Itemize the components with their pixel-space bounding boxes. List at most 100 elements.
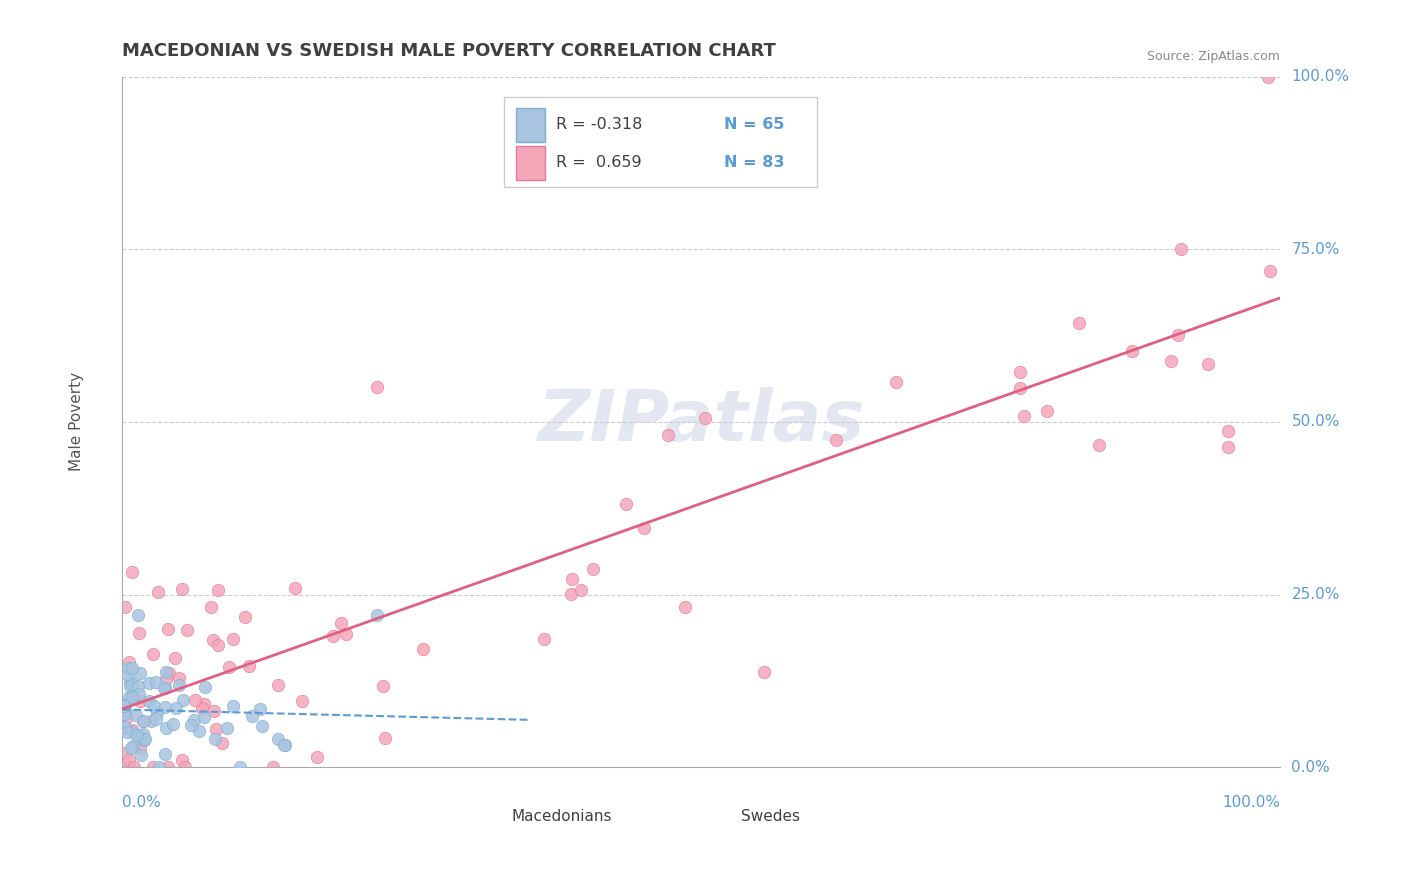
Point: [155, 721, 177, 735]
Point: [127, 679, 149, 693]
Point: [120, 741, 142, 756]
Text: Source: ZipAtlas.com: Source: ZipAtlas.com: [1147, 50, 1279, 62]
Point: [886, 376, 908, 390]
FancyBboxPatch shape: [499, 802, 533, 819]
Point: [128, 626, 150, 640]
Point: [754, 665, 776, 680]
Point: [146, 706, 169, 721]
Point: [207, 638, 229, 652]
FancyBboxPatch shape: [505, 97, 817, 187]
Text: MACEDONIAN VS SWEDISH MALE POVERTY CORRELATION CHART: MACEDONIAN VS SWEDISH MALE POVERTY CORRE…: [122, 42, 776, 60]
Point: [129, 740, 152, 755]
Point: [194, 681, 217, 695]
Point: [155, 665, 177, 679]
Text: N = 65: N = 65: [724, 118, 785, 132]
Point: [121, 691, 143, 706]
Point: [143, 698, 166, 713]
Point: [238, 659, 260, 673]
Point: [229, 760, 252, 774]
Text: Male Poverty: Male Poverty: [69, 372, 83, 472]
Point: [1010, 365, 1032, 379]
Point: [153, 681, 176, 695]
Point: [114, 704, 136, 718]
Point: [156, 760, 179, 774]
Point: [112, 722, 135, 736]
Point: [142, 648, 165, 662]
Point: [121, 739, 143, 753]
Point: [132, 727, 155, 741]
Point: [118, 656, 141, 670]
Text: 25.0%: 25.0%: [1292, 587, 1340, 602]
Point: [122, 760, 145, 774]
Point: [250, 719, 273, 733]
Point: [165, 700, 187, 714]
Text: R = -0.318: R = -0.318: [557, 118, 643, 132]
Point: [112, 703, 135, 717]
Point: [180, 718, 202, 732]
Point: [148, 760, 170, 774]
Point: [114, 599, 136, 614]
Point: [560, 587, 582, 601]
Point: [1167, 328, 1189, 343]
Point: [153, 681, 176, 695]
Text: 50.0%: 50.0%: [1292, 415, 1340, 429]
Text: N = 83: N = 83: [724, 155, 785, 170]
Point: [187, 723, 209, 738]
Text: 100.0%: 100.0%: [1222, 795, 1279, 810]
Point: [153, 699, 176, 714]
Text: 0.0%: 0.0%: [122, 795, 162, 810]
Point: [163, 651, 186, 665]
Point: [176, 623, 198, 637]
Point: [172, 693, 194, 707]
Point: [128, 666, 150, 681]
Point: [291, 694, 314, 708]
Point: [305, 749, 328, 764]
Point: [155, 672, 177, 686]
Point: [193, 710, 215, 724]
Point: [569, 582, 592, 597]
Point: [115, 710, 138, 724]
Point: [125, 707, 148, 722]
Point: [128, 730, 150, 744]
Point: [121, 723, 143, 737]
Point: [273, 738, 295, 752]
Point: [374, 731, 396, 746]
Point: [267, 677, 290, 691]
Point: [533, 632, 555, 647]
Point: [1067, 316, 1090, 330]
Point: [128, 687, 150, 701]
Point: [329, 615, 352, 630]
Point: [122, 725, 145, 739]
Point: [125, 728, 148, 742]
Text: 75.0%: 75.0%: [1292, 242, 1340, 257]
Point: [657, 428, 679, 442]
Point: [204, 731, 226, 746]
Point: [129, 747, 152, 762]
Point: [335, 627, 357, 641]
Point: [222, 632, 245, 646]
Point: [560, 573, 582, 587]
Point: [202, 632, 225, 647]
Point: [118, 690, 141, 704]
Point: [1170, 242, 1192, 256]
Point: [218, 659, 240, 673]
Point: [138, 676, 160, 690]
Point: [1218, 424, 1240, 438]
Point: [215, 722, 238, 736]
Point: [121, 661, 143, 675]
Point: [633, 521, 655, 535]
Point: [157, 666, 180, 681]
Point: [162, 717, 184, 731]
Point: [284, 581, 307, 595]
Text: Swedes: Swedes: [741, 809, 800, 823]
Point: [183, 713, 205, 727]
Point: [184, 693, 207, 707]
Point: [170, 582, 193, 597]
Point: [1216, 441, 1239, 455]
Point: [193, 697, 215, 711]
Point: [142, 760, 165, 774]
Point: [190, 700, 212, 714]
Point: [115, 667, 138, 681]
Point: [145, 712, 167, 726]
Point: [139, 714, 162, 728]
